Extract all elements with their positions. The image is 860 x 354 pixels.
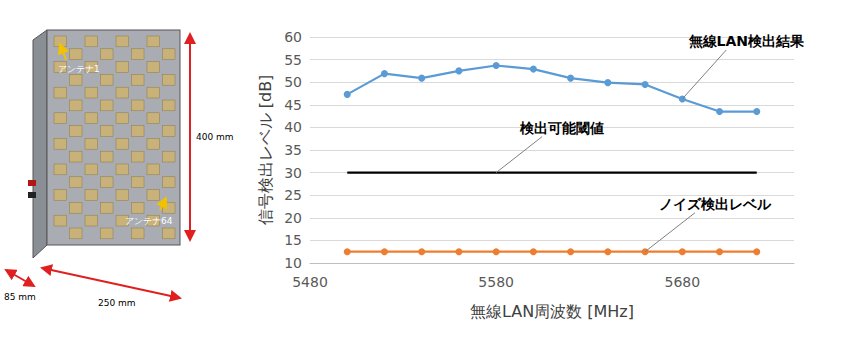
svg-text:5580: 5580	[478, 274, 514, 290]
svg-text:15: 15	[284, 232, 302, 248]
svg-text:10: 10	[284, 255, 302, 271]
svg-text:無線LAN検出結果: 無線LAN検出結果	[688, 33, 805, 49]
svg-text:無線LAN周波数 [MHz]: 無線LAN周波数 [MHz]	[470, 302, 634, 321]
svg-text:35: 35	[284, 142, 302, 158]
svg-text:55: 55	[284, 52, 302, 68]
svg-text:45: 45	[284, 97, 302, 113]
svg-text:400 mm: 400 mm	[196, 132, 234, 142]
svg-text:アンテナ64: アンテナ64	[125, 216, 173, 226]
svg-text:信号検出レベル [dB]: 信号検出レベル [dB]	[256, 75, 275, 226]
svg-text:25: 25	[284, 187, 302, 203]
svg-text:85 mm: 85 mm	[4, 292, 36, 302]
svg-text:40: 40	[284, 119, 302, 135]
svg-text:250 mm: 250 mm	[98, 298, 136, 308]
svg-text:30: 30	[284, 165, 302, 181]
svg-text:20: 20	[284, 210, 302, 226]
svg-text:60: 60	[284, 29, 302, 45]
svg-text:50: 50	[284, 74, 302, 90]
svg-text:5480: 5480	[292, 274, 328, 290]
svg-text:アンテナ1: アンテナ1	[58, 64, 100, 74]
svg-text:ノイズ検出レベル: ノイズ検出レベル	[659, 196, 772, 212]
svg-text:検出可能閾値: 検出可能閾値	[519, 120, 604, 136]
svg-text:5680: 5680	[664, 274, 700, 290]
